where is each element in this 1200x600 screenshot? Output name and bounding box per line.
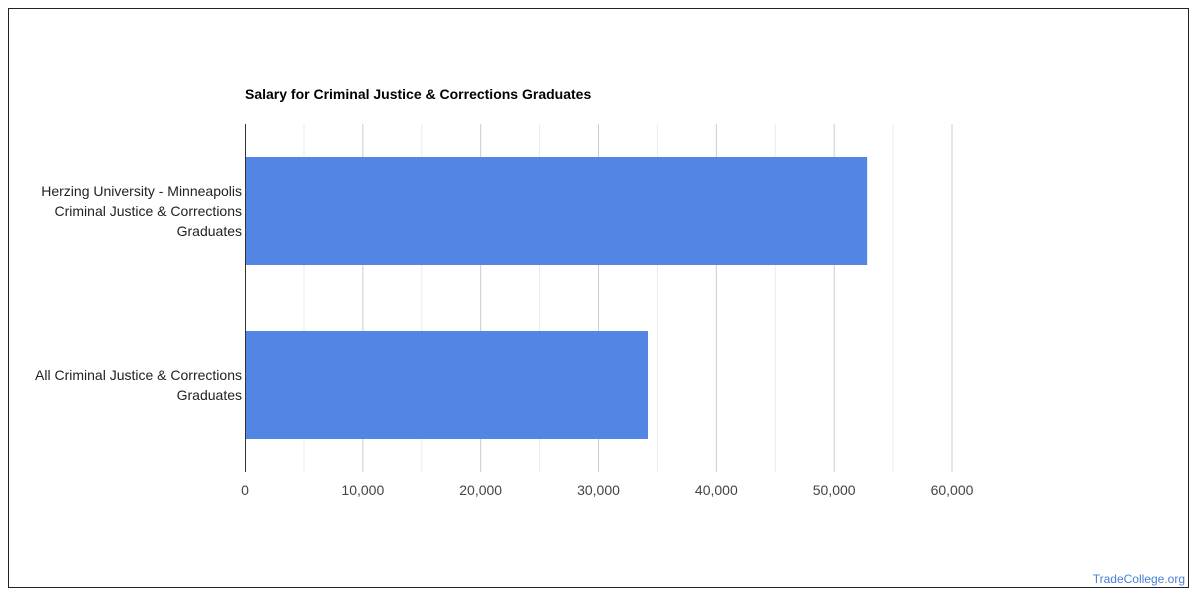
category-label: All Criminal Justice & Corrections Gradua… bbox=[35, 367, 242, 403]
bar-1[interactable] bbox=[245, 331, 648, 439]
x-tick-label: 40,000 bbox=[695, 482, 738, 498]
chart-title: Salary for Criminal Justice & Correction… bbox=[245, 86, 591, 102]
category-label-line: Herzing University - Minneapolis bbox=[41, 183, 242, 199]
x-tick-label: 10,000 bbox=[341, 482, 384, 498]
watermark-link[interactable]: TradeCollege.org bbox=[1092, 572, 1185, 586]
bar-0[interactable] bbox=[245, 157, 868, 265]
category-label: Herzing University - Minneapolis Criminal… bbox=[41, 183, 242, 239]
label-layer: Herzing University - Minneapolis Criminal… bbox=[35, 183, 974, 498]
x-tick-label: 30,000 bbox=[577, 482, 620, 498]
category-label-line: Graduates bbox=[177, 387, 242, 403]
category-label-line: All Criminal Justice & Corrections bbox=[35, 367, 242, 383]
x-tick-label: 50,000 bbox=[813, 482, 856, 498]
category-label-line: Graduates bbox=[177, 223, 242, 239]
x-tick-label: 60,000 bbox=[931, 482, 974, 498]
category-label-line: Criminal Justice & Corrections bbox=[55, 203, 243, 219]
bar-layer bbox=[245, 157, 868, 439]
x-tick-label: 0 bbox=[241, 482, 249, 498]
x-tick-label: 20,000 bbox=[459, 482, 502, 498]
